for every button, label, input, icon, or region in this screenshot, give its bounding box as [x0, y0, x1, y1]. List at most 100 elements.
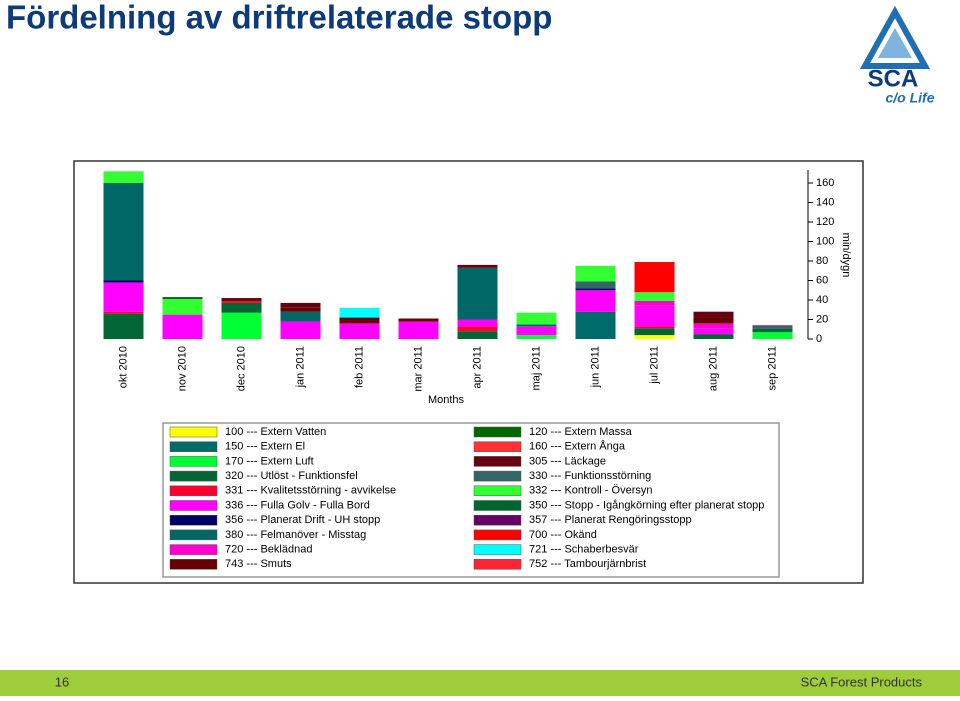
x-tick-label: jun 2011	[589, 346, 601, 388]
legend-swatch	[169, 426, 218, 438]
bar-segment	[457, 319, 498, 327]
legend-label: 170 --- Extern Luft	[225, 455, 314, 467]
bar-segment	[280, 321, 321, 339]
slide-title: Fördelning av driftrelaterade stopp	[6, 0, 552, 36]
bar-segment	[221, 302, 262, 313]
legend-swatch	[169, 500, 218, 511]
bar-segment	[162, 314, 203, 339]
legend-label: 752 --- Tambourjärnbrist	[529, 558, 646, 570]
x-tick-label: feb 2011	[353, 346, 365, 388]
bar-segment	[162, 297, 203, 300]
legend-swatch	[473, 529, 522, 541]
x-tick-label: dec 2010	[235, 346, 247, 391]
legend-label: 332 --- Kontroll - Översyn	[529, 485, 652, 497]
bar-segment	[634, 261, 675, 293]
legend-label: 356 --- Planerat Drift - UH stopp	[225, 514, 380, 526]
legend-label: 320 --- Utlöst - Funktionsfel	[225, 470, 358, 482]
bar-segment	[457, 326, 498, 332]
bar-segment	[457, 264, 498, 268]
bar-segment	[516, 335, 557, 339]
bar-segment	[516, 326, 557, 336]
legend-label: 350 --- Stopp - Igångkörning efter plane…	[529, 499, 764, 511]
y-tick-label: 80	[816, 255, 828, 267]
bar-segment	[693, 328, 734, 335]
bar-segment	[752, 326, 793, 329]
legend-label: 120 --- Extern Massa	[529, 426, 633, 438]
legend-swatch	[169, 441, 218, 452]
bar-segment	[339, 317, 380, 321]
bar-segment	[103, 171, 144, 183]
bar-segment	[752, 332, 793, 339]
legend-label: 336 --- Fulla Golv - Fulla Bord	[225, 499, 370, 511]
bar-segment	[280, 307, 321, 312]
bar-segment	[516, 312, 557, 325]
legend-swatch	[473, 441, 522, 452]
y-tick-label: 140	[816, 196, 834, 208]
y-tick-label: 120	[816, 216, 834, 228]
legend-swatch	[169, 470, 218, 482]
y-tick-label: 160	[816, 177, 834, 189]
x-tick-label: maj 2011	[530, 346, 542, 390]
legend-swatch	[473, 559, 522, 570]
logo-triangle	[859, 5, 931, 69]
legend-swatch	[169, 544, 218, 555]
bar-segment	[516, 324, 557, 327]
x-tick-label: jan 2011	[294, 346, 306, 388]
bar-segment	[693, 317, 734, 324]
bar-segment	[575, 265, 616, 282]
bar-segment	[634, 326, 675, 329]
footer-text: SCA Forest Products	[801, 674, 923, 689]
bar-segment	[575, 281, 616, 289]
bar-segment	[339, 323, 380, 339]
legend-swatch	[169, 485, 218, 497]
legend-label: 150 --- Extern El	[225, 441, 305, 453]
bar-segment	[634, 335, 675, 339]
x-tick-label: okt 2010	[117, 346, 129, 388]
legend-swatch	[473, 470, 522, 482]
legend-label: 305 --- Läckage	[529, 455, 606, 467]
bar-segment	[221, 300, 262, 303]
legend-label: 721 --- Schaberbesvär	[529, 544, 639, 556]
y-axis-label: min/dygn	[840, 233, 852, 278]
bar-segment	[339, 320, 380, 324]
x-tick-label: jul 2011	[648, 346, 660, 385]
x-tick-label: mar 2011	[412, 346, 424, 392]
legend-swatch	[473, 514, 522, 526]
bar-segment	[162, 299, 203, 315]
legend-swatch	[473, 485, 522, 497]
bar-segment	[634, 300, 675, 306]
bar-segment	[693, 311, 734, 318]
bar-segment	[634, 328, 675, 336]
bar-segment	[103, 282, 144, 312]
legend-swatch	[473, 544, 522, 555]
bar-segment	[575, 311, 616, 339]
legend-swatch	[473, 426, 522, 438]
legend-label: 330 --- Funktionsstörning	[529, 470, 651, 482]
chart: 0 20 40 60 80 100 120 140 160 min/dygn Months okt 2…	[103, 170, 852, 570]
legend-label: 720 --- Beklädnad	[225, 544, 312, 556]
legend-swatch	[169, 514, 218, 526]
legend-label: 357 --- Planerat Rengöringsstopp	[529, 514, 692, 526]
legend-label: 700 --- Okänd	[529, 529, 597, 541]
bar-segment	[103, 311, 144, 314]
logo: SCA c/o Life	[859, 5, 935, 106]
bar-segment	[103, 280, 144, 283]
y-tick-label: 60	[816, 274, 828, 286]
logo-inner	[878, 28, 912, 58]
footer-bar	[0, 670, 960, 696]
bar-segment	[398, 321, 439, 339]
y-tick-label: 100	[816, 235, 834, 247]
bar-segment	[457, 331, 498, 339]
legend-label: 331 --- Kvalitetsstörning - avvikelse	[225, 485, 396, 497]
page-number: 16	[55, 674, 69, 689]
bar-segment	[693, 323, 734, 329]
legend-swatch	[473, 456, 522, 467]
bar-segment	[752, 328, 793, 333]
legend-swatch	[169, 456, 218, 467]
y-tick-label: 0	[816, 333, 822, 345]
legend-swatch	[169, 559, 218, 570]
bar-segment	[280, 302, 321, 308]
bar-segment	[575, 290, 616, 312]
bar-segment	[103, 313, 144, 339]
